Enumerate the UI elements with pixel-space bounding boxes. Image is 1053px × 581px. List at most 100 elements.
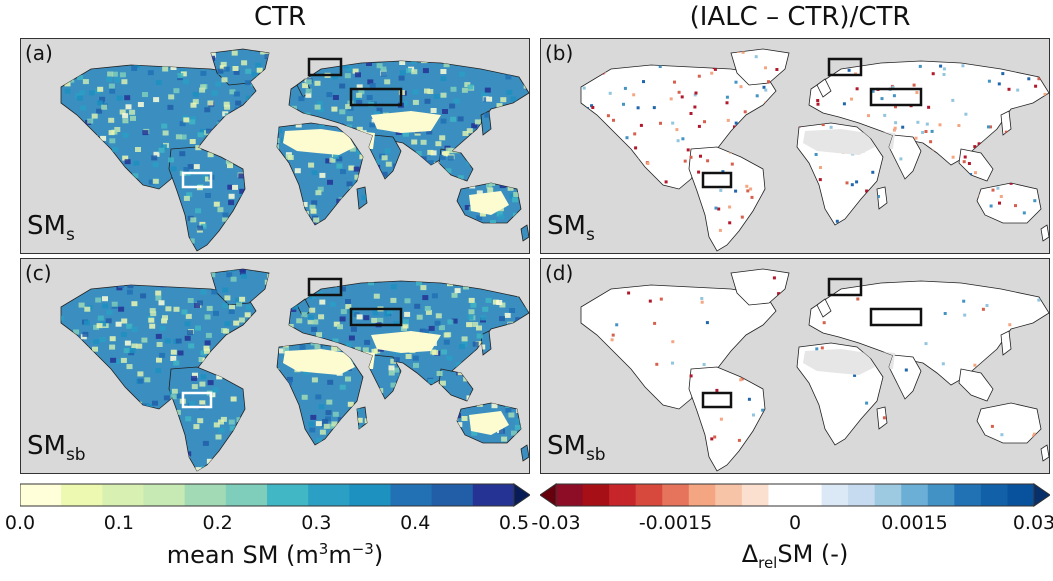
variable-name: SM <box>547 430 586 461</box>
variable-label: SMs <box>547 211 595 245</box>
variable-subscript: s <box>585 225 595 245</box>
land-india <box>888 354 922 400</box>
world-map <box>580 48 1049 252</box>
land-nz <box>1040 444 1049 462</box>
colorbar-segment <box>795 484 823 506</box>
land-nz <box>520 444 529 462</box>
colorbar-segment <box>349 484 391 506</box>
box-south-america <box>181 171 213 189</box>
box-central-asia <box>869 87 923 107</box>
land-india <box>888 134 922 180</box>
right-column-title: (IALC – CTR)/CTR <box>689 2 911 32</box>
colorbar-tick-label: 0.5 <box>498 512 530 534</box>
variable-subscript: sb <box>585 445 606 465</box>
colorbar-segment <box>821 484 849 506</box>
colorbar-segment <box>954 484 982 506</box>
colorbar-segment <box>143 484 186 506</box>
panel-label: (b) <box>545 41 574 65</box>
colorbar-tick-label: 0.3 <box>301 512 332 534</box>
land-uk <box>816 78 832 98</box>
colorbar-extend-high <box>513 483 531 507</box>
colorbar-segment <box>715 484 743 506</box>
left-column-title: CTR <box>253 2 307 32</box>
land-madagascar <box>876 186 888 210</box>
variable-subscript: s <box>65 225 75 245</box>
colorbar-segment <box>980 484 1008 506</box>
colorbar-segment <box>1007 484 1035 506</box>
variable-name: SM <box>27 210 66 241</box>
colorbar-segment <box>688 484 716 506</box>
land-southAmerica <box>688 366 766 472</box>
colorbar-segment <box>308 484 350 506</box>
variable-name: SM <box>547 210 586 241</box>
colorbar-segment <box>472 484 515 506</box>
world-map <box>60 48 529 252</box>
land-uk <box>816 298 832 318</box>
box-central-asia <box>869 307 923 327</box>
box-scandinavia <box>307 277 343 297</box>
box-central-asia <box>349 87 403 107</box>
map-panel-b: (b) SMs <box>540 38 1050 254</box>
colorbar-segment <box>927 484 955 506</box>
colorbar-segment <box>267 484 309 506</box>
colorbar-left <box>19 482 531 516</box>
land-southAmerica <box>168 146 246 252</box>
land-australia <box>976 182 1042 224</box>
colorbar-segment <box>225 484 268 506</box>
variable-label: SMs <box>27 211 75 245</box>
colorbar-right <box>539 482 1051 516</box>
box-central-asia <box>349 307 403 327</box>
land-europeAsia <box>808 280 1049 386</box>
colorbar-tick-label: 0.03 <box>1012 512 1053 534</box>
colorbar-segment <box>874 484 902 506</box>
land-nz <box>1040 224 1049 242</box>
colorbar-tick-label: 0.0015 <box>881 512 948 534</box>
box-south-america <box>701 171 733 189</box>
colorbar-segment <box>582 484 610 506</box>
world-map <box>60 268 529 472</box>
box-scandinavia <box>827 57 863 77</box>
colorbar-tick-label: -0.03 <box>531 512 581 534</box>
map-panel-c: (c) SMsb <box>20 258 530 474</box>
box-scandinavia <box>827 277 863 297</box>
colorbar-segment <box>20 484 62 506</box>
land-seAsia <box>958 368 994 402</box>
box-scandinavia <box>307 57 343 77</box>
variable-label: SMsb <box>27 431 86 465</box>
colorbar-segment <box>556 484 584 506</box>
land-greenland <box>730 48 790 86</box>
colorbar-segment <box>635 484 663 506</box>
variable-subscript: sb <box>65 445 86 465</box>
variable-label: SMsb <box>547 431 606 465</box>
colorbar-tick-label: 0.2 <box>202 512 233 534</box>
land-australia <box>976 402 1042 444</box>
world-map <box>580 268 1049 472</box>
land-nz <box>520 224 529 242</box>
colorbar-left-label: mean SM (m3m−3) <box>166 540 384 569</box>
colorbar-segment <box>848 484 876 506</box>
land-southAmerica <box>168 366 246 472</box>
colorbar-segment <box>609 484 637 506</box>
colorbar-tick-label: 0.0 <box>4 512 36 534</box>
colorbar-tick-label: 0.4 <box>400 512 431 534</box>
colorbar-tick-label: 0.1 <box>103 512 134 534</box>
box-south-america <box>181 391 213 409</box>
colorbar-segment <box>662 484 690 506</box>
land-japan <box>1000 110 1012 136</box>
land-seAsia <box>958 148 994 182</box>
colorbar-tick-label: -0.0015 <box>638 512 713 534</box>
colorbar-right-label: ΔrelSM (-) <box>741 540 849 572</box>
variable-name: SM <box>27 430 66 461</box>
colorbar-left-ticks: 0.0 0.1 0.2 0.3 0.4 0.5 <box>5 512 530 536</box>
panel-label: (a) <box>25 41 53 65</box>
colorbar-segment <box>741 484 769 506</box>
land-madagascar <box>876 406 888 430</box>
colorbar-segment <box>184 484 227 506</box>
colorbar-extend-high <box>1033 483 1051 507</box>
colorbar-segment <box>431 484 474 506</box>
colorbar-extend-low <box>539 483 557 507</box>
colorbar-right-ticks: -0.03 -0.0015 0 0.0015 0.03 <box>531 512 1053 536</box>
land-southAmerica <box>688 146 766 252</box>
colorbar-segment <box>61 484 103 506</box>
colorbar-segment <box>390 484 433 506</box>
